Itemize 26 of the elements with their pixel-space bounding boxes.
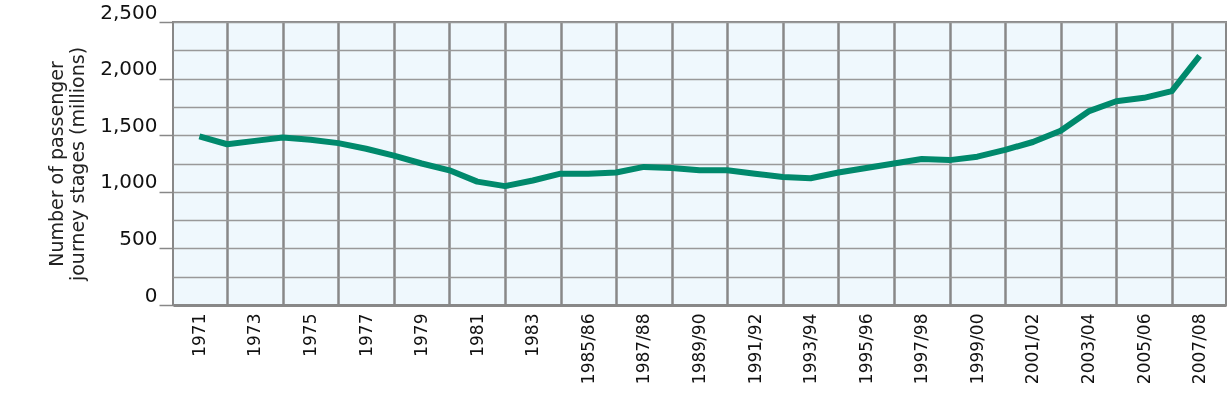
x-tick-label: 1999/00 [966, 313, 987, 385]
x-tick-label: 1989/90 [689, 313, 709, 385]
x-tick-label: 1997/98 [911, 313, 932, 385]
x-tick-label: 2001/02 [1022, 313, 1043, 385]
y-axis-title: Number of passenger journey stages (millions) [45, 46, 89, 283]
y-tick-label: 2,000 [100, 56, 158, 81]
x-tick-label: 1981 [466, 313, 487, 357]
x-tick-label: 1971 [188, 313, 209, 357]
y-tick-label: 2,500 [100, 0, 158, 24]
x-tick-label: 2007/08 [1189, 313, 1210, 385]
x-tick-label: 1985/86 [577, 313, 598, 385]
x-tick-label: 1991/92 [744, 313, 765, 385]
x-tick-label: 2003/04 [1077, 313, 1098, 385]
x-tick-label: 1975 [300, 313, 321, 357]
x-tick-label: 2005/06 [1133, 313, 1154, 385]
y-tick-label: 0 [144, 282, 158, 307]
x-tick-label: 1973 [244, 313, 265, 357]
x-tick-label: 1987/88 [633, 313, 654, 385]
y-tick-label: 500 [119, 225, 158, 250]
y-tick-label: 1,000 [100, 169, 158, 194]
x-tick-label: 1993/94 [800, 313, 821, 385]
x-tick-label: 1977 [355, 313, 376, 357]
x-tick-label: 1979 [411, 313, 432, 357]
x-tick-label: 1983 [522, 313, 543, 357]
y-tick-label: 1,500 [100, 112, 158, 137]
x-tick-label: 1995/96 [855, 313, 876, 385]
